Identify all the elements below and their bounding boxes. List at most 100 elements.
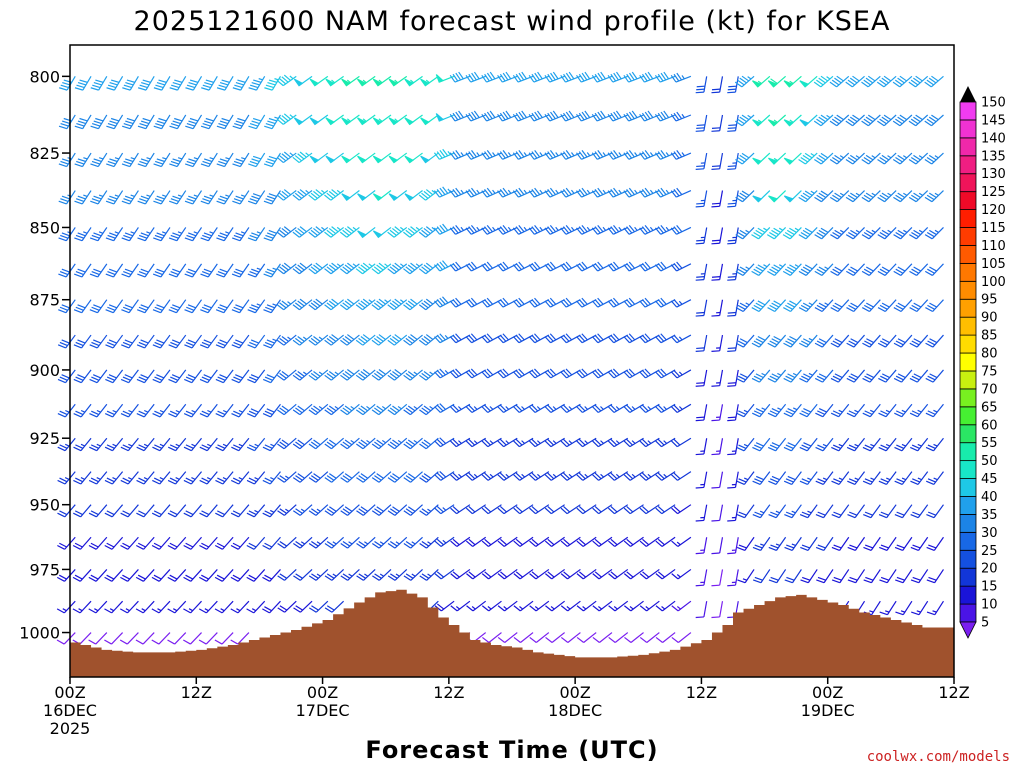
barb-feather [623, 440, 631, 448]
barb-feather [894, 79, 903, 86]
wind-barb [639, 297, 660, 308]
barb-feather [800, 546, 809, 551]
barb-feather [770, 511, 779, 516]
wind-barb [308, 189, 329, 201]
barb-half-feather [321, 189, 326, 194]
barb-feather [59, 510, 68, 516]
wind-barb [308, 298, 329, 311]
barb-feather [881, 154, 890, 161]
barb-feather [607, 152, 614, 160]
wind-barb [879, 569, 897, 584]
barb-feather [331, 334, 339, 340]
barb-feather [785, 340, 794, 346]
barb-feather [59, 341, 68, 347]
wind-barb [324, 369, 345, 381]
colorbar-segment [959, 478, 977, 497]
barb-feather [75, 306, 84, 311]
barb-half-feather [618, 152, 622, 157]
barb-feather [896, 511, 905, 516]
barb-feather [183, 608, 191, 614]
barb-feather [186, 271, 195, 276]
barb-feather [878, 377, 887, 383]
wind-barb [894, 403, 913, 418]
barb-feather [233, 376, 242, 381]
barb-feather [787, 373, 796, 379]
barb-feather [216, 163, 225, 168]
barb-feather [156, 304, 165, 309]
wind-barb [497, 403, 518, 413]
barb-feather [711, 486, 720, 489]
wind-barb [308, 504, 329, 516]
barb-feather [639, 300, 646, 308]
barb-half-feather [272, 267, 277, 271]
wind-barb [815, 471, 834, 485]
barb-half-feather [114, 194, 119, 197]
barb-feather [924, 196, 933, 203]
barb-feather [268, 229, 277, 234]
barb-half-feather [394, 118, 399, 122]
barb-half-feather [775, 510, 780, 514]
barb-feather [452, 73, 459, 82]
barb-feather [233, 306, 242, 311]
barb-feather [468, 151, 475, 159]
barb-feather [770, 78, 778, 85]
wind-barb [184, 334, 203, 349]
barb-half-feather [870, 477, 875, 481]
barb-feather [657, 262, 664, 271]
barb-feather [91, 160, 101, 165]
wind-barb [276, 151, 297, 164]
barb-feather [727, 88, 737, 91]
barb-feather [156, 82, 166, 86]
barb-feather [771, 442, 780, 447]
barb-feather [407, 370, 416, 377]
barb-feather [879, 304, 888, 310]
barb-feather [331, 262, 339, 269]
barb-feather [468, 571, 476, 578]
barb-feather [926, 79, 934, 86]
barb-feather [297, 190, 305, 198]
colorbar-segment [959, 119, 977, 139]
wind-barb [877, 263, 897, 276]
barb-feather [711, 91, 720, 94]
barb-feather [813, 81, 822, 88]
barb-feather [576, 440, 584, 448]
wind-barb [137, 114, 155, 130]
barb-feather [203, 374, 212, 379]
barb-feather [89, 446, 98, 452]
wind-barb [72, 569, 92, 582]
barb-feather [419, 575, 427, 581]
wind-barb [783, 334, 802, 348]
barb-feather [109, 158, 118, 163]
barb-feather [544, 540, 552, 547]
barb-feather [360, 473, 369, 479]
wind-barb [355, 369, 376, 381]
barb-feather [434, 540, 442, 547]
barb-feather [221, 79, 230, 83]
barb-feather [695, 350, 704, 353]
barb-feather [473, 71, 480, 80]
barb-half-feather [649, 152, 654, 157]
barb-feather [235, 158, 244, 163]
wind-barb [151, 600, 171, 614]
barb-feather [576, 507, 584, 515]
barb-feather [852, 75, 860, 82]
barb-feather [434, 371, 441, 379]
wind-barb [814, 369, 834, 383]
barb-feather [60, 198, 69, 202]
barb-half-feather [146, 231, 151, 234]
barb-half-feather [665, 152, 670, 157]
barb-feather [639, 474, 647, 481]
barb-feather [204, 82, 213, 86]
barb-half-feather [761, 407, 766, 411]
barb-feather [773, 335, 782, 341]
wind-barb [670, 437, 692, 448]
barb-feather [623, 371, 631, 379]
wind-barb [292, 504, 313, 516]
barb-feather [392, 264, 400, 271]
colorbar-segment [959, 585, 977, 605]
barb-feather [449, 440, 457, 448]
colorbar-segment [959, 245, 977, 264]
wind-barb [184, 263, 203, 278]
barb-feather [879, 611, 888, 616]
wind-barb [88, 600, 108, 614]
